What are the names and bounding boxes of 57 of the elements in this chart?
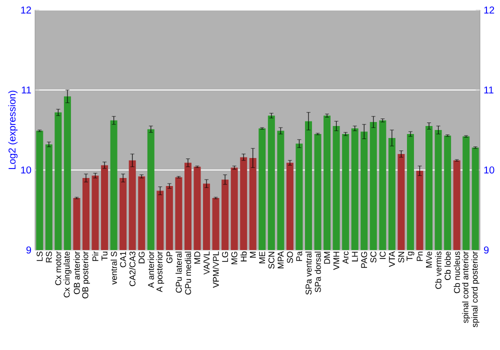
x-tick-label: Cb nucleus xyxy=(454,252,460,294)
y-tick-label: 11 xyxy=(22,86,31,94)
x-tick-label: RS xyxy=(46,252,52,262)
x-tick-label: A posterior xyxy=(156,251,164,292)
y2-tick-label: 11 xyxy=(484,86,494,94)
x-tick-label: Tu xyxy=(102,252,108,261)
x-tick-label: PAG xyxy=(361,252,368,268)
x-tick-label: spinal cord posterior xyxy=(471,251,480,328)
x-tick-label: SC xyxy=(370,252,376,263)
x-tick-label: SPa dorsal xyxy=(314,252,321,292)
x-tick-label: Hb xyxy=(240,252,247,262)
x-tick-label: Pir xyxy=(92,251,98,261)
x-tick-label: Cx cingulate xyxy=(63,252,72,298)
x-tick-label: MD xyxy=(194,252,200,264)
y-tick-label: 12 xyxy=(21,6,31,14)
x-tick-label: SN xyxy=(398,252,404,263)
x-tick-label: VTA xyxy=(389,251,395,268)
x-tick-label: LG xyxy=(222,252,228,262)
x-tick-label: ME xyxy=(259,252,266,264)
x-tick-label: Cb lobe xyxy=(444,252,451,280)
x-tick-label: A anterior xyxy=(148,251,154,288)
x-tick-label: SO xyxy=(286,252,293,264)
x-tick-label: VPM/VPL xyxy=(212,251,219,288)
x-tick-label: DM xyxy=(324,252,330,264)
x-tick-label: MVe xyxy=(426,252,432,268)
x-tick-label: ventral S xyxy=(110,252,117,285)
x-tick-label: GP xyxy=(166,252,172,264)
x-tick-label: M xyxy=(250,252,256,258)
x-tick-label: DG xyxy=(138,252,145,264)
y2-tick-label: 9 xyxy=(484,246,489,254)
y-tick-label: 9 xyxy=(26,246,32,254)
x-tick-label: Tg xyxy=(406,252,414,261)
x-tick-label: Cb vermis xyxy=(435,252,442,289)
x-tick-label: IC xyxy=(380,252,386,259)
x-tick-label: LH xyxy=(352,252,358,262)
x-tick-label: OB posterior xyxy=(82,251,90,298)
x-tick-label: SCN xyxy=(268,252,274,269)
x-tick-label: CPu lateral xyxy=(176,252,182,293)
x-tick-label: Arc xyxy=(342,251,349,264)
x-tick-label: Cx motor xyxy=(55,251,62,286)
x-tick-label: MG xyxy=(231,252,238,264)
x-tick-label: CPu medial xyxy=(184,252,192,295)
y2-tick-label: 10 xyxy=(484,166,494,174)
x-tick-label: MPA xyxy=(278,251,284,268)
x-tick-label: VA/VL xyxy=(203,251,210,275)
x-tick-label: spinal cord anterior xyxy=(462,251,470,323)
x-tick-label: SPa ventral xyxy=(305,252,312,295)
x-tick-label: CA1 xyxy=(120,252,126,268)
x-tick-label: OB anterior xyxy=(74,251,80,294)
x-tick-label: CA2/CA3 xyxy=(129,252,136,286)
x-tick-label: VMH xyxy=(333,252,340,270)
x-tick-label: Pn xyxy=(416,252,423,261)
x-tick-label: LS xyxy=(36,252,43,261)
y-axis-title: Log2 (expression) xyxy=(8,90,18,170)
y2-tick-label: 12 xyxy=(484,6,494,14)
y-tick-label: 10 xyxy=(21,166,32,174)
x-tick-label: Pa xyxy=(296,251,302,261)
